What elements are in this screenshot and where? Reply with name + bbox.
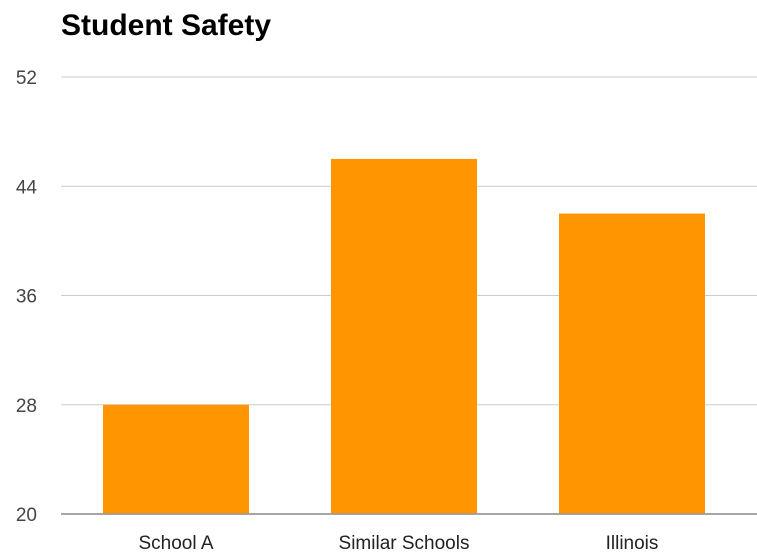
y-axis-tick-labels: 20 28 36 44 52 [16,68,38,526]
chart-title: Student Safety [61,9,272,42]
x-axis-category-labels: School A Similar Schools Illinois [139,533,659,554]
y-tick-label: 20 [16,505,37,526]
y-tick-label: 28 [16,396,37,417]
x-category-label: Similar Schools [339,533,470,554]
bar [559,213,705,514]
y-tick-label: 44 [16,177,38,198]
x-category-label: Illinois [606,533,659,554]
bar [331,158,477,514]
x-category-label: School A [139,533,214,554]
y-tick-label: 52 [16,68,37,89]
bars [61,158,757,515]
y-tick-label: 36 [16,287,37,308]
bar [103,404,249,514]
